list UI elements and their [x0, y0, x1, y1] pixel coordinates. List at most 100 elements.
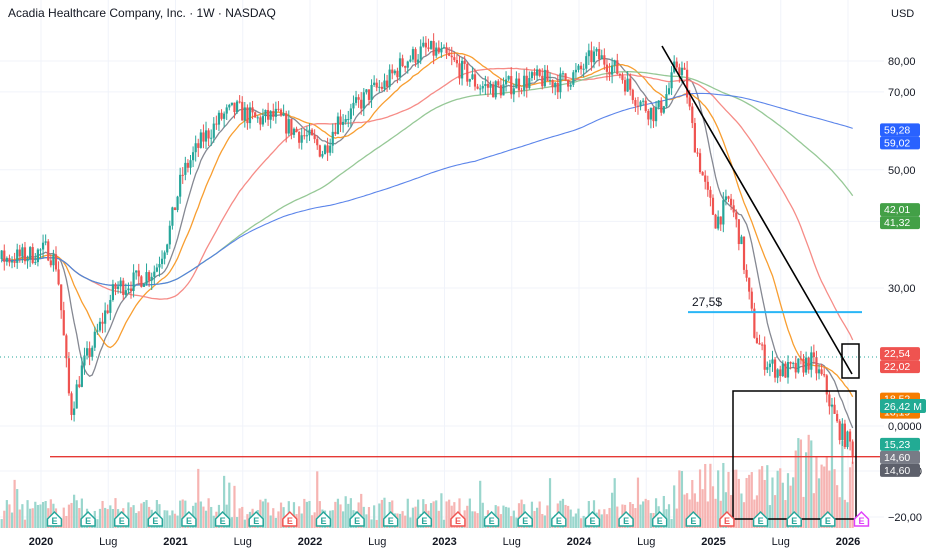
candle-body[interactable]: [65, 335, 68, 359]
candle-body[interactable]: [538, 69, 541, 76]
candle-body[interactable]: [499, 85, 502, 96]
earnings-marker[interactable]: E: [651, 510, 668, 527]
candle-body[interactable]: [662, 106, 665, 113]
earnings-marker[interactable]: E: [450, 510, 466, 527]
candle-body[interactable]: [435, 47, 438, 56]
candle-body[interactable]: [719, 216, 722, 225]
candle-body[interactable]: [171, 207, 174, 226]
candle-body[interactable]: [75, 384, 78, 409]
candle-body[interactable]: [678, 67, 681, 76]
candle-body[interactable]: [194, 143, 197, 153]
candle-body[interactable]: [137, 270, 140, 277]
candle-body[interactable]: [398, 58, 402, 78]
candle-body[interactable]: [665, 94, 668, 107]
candle-body[interactable]: [639, 101, 642, 107]
candle-body[interactable]: [427, 47, 430, 49]
candle-body[interactable]: [458, 63, 461, 79]
candle-body[interactable]: [636, 105, 640, 107]
candle-body[interactable]: [693, 123, 696, 153]
candle-body[interactable]: [295, 128, 298, 132]
earnings-marker[interactable]: E: [618, 510, 634, 527]
candlesticks[interactable]: [0, 33, 854, 464]
candle-body[interactable]: [16, 249, 19, 263]
earnings-marker[interactable]: E: [719, 510, 735, 527]
candle-body[interactable]: [254, 112, 257, 118]
candle-body[interactable]: [810, 352, 813, 370]
candle-body[interactable]: [204, 130, 208, 142]
candle-body[interactable]: [210, 137, 213, 139]
candle-body[interactable]: [181, 174, 184, 176]
candle-body[interactable]: [577, 65, 580, 70]
candle-body[interactable]: [554, 82, 557, 88]
candle-body[interactable]: [18, 249, 21, 257]
candle-body[interactable]: [259, 117, 262, 125]
candle-body[interactable]: [285, 113, 288, 134]
candle-body[interactable]: [605, 64, 609, 72]
candle-body[interactable]: [476, 86, 479, 89]
candle-body[interactable]: [585, 56, 588, 69]
candle-body[interactable]: [85, 348, 89, 356]
earnings-marker[interactable]: E: [147, 510, 164, 527]
candle-body[interactable]: [657, 100, 660, 108]
candle-body[interactable]: [520, 90, 523, 92]
candle-body[interactable]: [686, 69, 689, 98]
candle-body[interactable]: [546, 69, 549, 81]
candle-body[interactable]: [207, 130, 210, 139]
candle-body[interactable]: [453, 57, 456, 61]
candle-body[interactable]: [31, 247, 34, 263]
candle-body[interactable]: [504, 79, 508, 85]
candle-body[interactable]: [611, 65, 614, 75]
candle-body[interactable]: [528, 78, 531, 89]
candle-body[interactable]: [235, 101, 239, 113]
earnings-marker[interactable]: E: [349, 510, 365, 527]
candle-body[interactable]: [424, 42, 427, 48]
candle-body[interactable]: [582, 68, 585, 70]
candle-body[interactable]: [303, 135, 306, 137]
candle-body[interactable]: [417, 59, 420, 63]
candle-body[interactable]: [277, 108, 280, 110]
candle-body[interactable]: [261, 116, 265, 125]
candle-body[interactable]: [223, 113, 226, 119]
candle-body[interactable]: [817, 369, 821, 374]
earnings-marker[interactable]: E: [80, 510, 96, 527]
candle-body[interactable]: [375, 82, 378, 88]
candle-body[interactable]: [129, 288, 133, 291]
candle-body[interactable]: [621, 75, 624, 81]
candle-body[interactable]: [830, 404, 834, 407]
candle-body[interactable]: [67, 358, 71, 394]
candle-body[interactable]: [233, 102, 236, 113]
candle-body[interactable]: [729, 198, 733, 206]
candle-body[interactable]: [494, 81, 497, 98]
candle-body[interactable]: [471, 74, 474, 80]
candle-body[interactable]: [608, 71, 611, 75]
candle-body[interactable]: [750, 291, 753, 309]
candle-body[interactable]: [851, 441, 854, 456]
candle-body[interactable]: [704, 175, 707, 182]
candle-body[interactable]: [510, 76, 513, 95]
candle-body[interactable]: [799, 358, 803, 360]
candle-body[interactable]: [429, 41, 433, 49]
candle-body[interactable]: [47, 241, 50, 261]
earnings-marker[interactable]: E: [551, 510, 567, 527]
candle-body[interactable]: [825, 375, 828, 395]
candle-body[interactable]: [367, 89, 371, 100]
candle-body[interactable]: [124, 290, 127, 295]
candle-body[interactable]: [758, 343, 761, 345]
candle-body[interactable]: [60, 284, 63, 311]
candle-body[interactable]: [391, 69, 394, 74]
candle-body[interactable]: [512, 88, 515, 95]
candle-body[interactable]: [191, 152, 195, 161]
candle-body[interactable]: [442, 47, 446, 49]
earnings-marker[interactable]: E: [820, 510, 836, 527]
candle-body[interactable]: [150, 276, 153, 281]
candle-body[interactable]: [489, 84, 492, 88]
candle-body[interactable]: [111, 284, 115, 300]
candle-body[interactable]: [473, 74, 477, 87]
candle-body[interactable]: [548, 79, 552, 81]
candle-body[interactable]: [706, 181, 709, 190]
candle-body[interactable]: [843, 423, 846, 448]
candle-body[interactable]: [804, 357, 808, 373]
candle-body[interactable]: [73, 408, 76, 415]
candle-body[interactable]: [135, 270, 138, 273]
candle-body[interactable]: [388, 69, 391, 87]
